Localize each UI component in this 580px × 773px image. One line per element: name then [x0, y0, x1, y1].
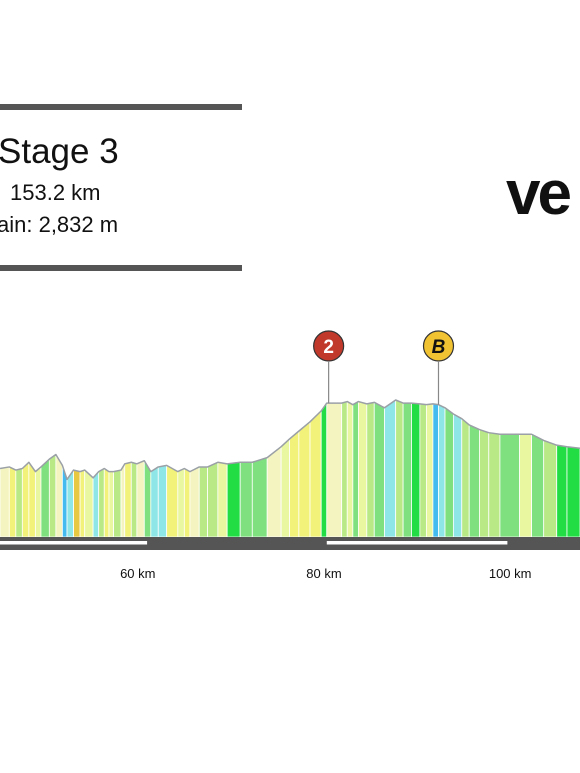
climb-marker-label: 2 [323, 337, 334, 358]
profile-segment [402, 402, 412, 538]
profile-segment [79, 469, 86, 538]
profile-segment [48, 453, 57, 538]
x-tick-label: 80 km [306, 566, 341, 581]
profile-segment [113, 469, 122, 538]
profile-segment [166, 464, 179, 538]
profile-segment [468, 424, 480, 538]
profile-segment [352, 400, 359, 538]
profile-segment [444, 406, 454, 538]
profile-segment [419, 403, 427, 538]
profile-segment [425, 403, 434, 538]
climb-marker-badge [313, 330, 345, 362]
profile-segment [239, 461, 253, 538]
profile-segment [566, 446, 580, 538]
profile-segment [124, 461, 132, 538]
profile-segment [326, 402, 343, 538]
profile-segment [488, 432, 501, 538]
profile-segment [395, 399, 404, 538]
profile-segment [226, 461, 241, 538]
x-axis-ticks: 60 km 80 km 100 km [120, 566, 531, 581]
profile-segment [531, 433, 545, 538]
profile-segment [108, 471, 114, 538]
segment-bar [0, 541, 148, 545]
stage-distance: 153.2 km [10, 180, 101, 205]
profile-segment [499, 433, 520, 538]
profile-segment [0, 466, 10, 538]
profile-segment [143, 459, 152, 538]
stage-title: Stage 3 [0, 132, 119, 171]
profile-segment [34, 466, 42, 538]
profile-segment [298, 420, 311, 538]
brand-logo: ve [506, 159, 572, 228]
profile-segment [384, 399, 397, 538]
profile-segment [73, 469, 81, 538]
profile-segment [411, 402, 421, 538]
profile-segment [461, 417, 470, 538]
x-tick-label: 100 km [489, 566, 532, 581]
header-bottom-rule [0, 265, 242, 271]
profile-segment [217, 461, 228, 538]
segment-bar [326, 541, 508, 545]
profile-segment [15, 467, 23, 538]
profile-segment [136, 460, 145, 538]
profile-segment [519, 433, 532, 538]
bonus-marker-badge [422, 330, 455, 362]
profile-segment [289, 430, 300, 538]
profile-segment [150, 466, 159, 538]
segment-bars [0, 541, 508, 545]
profile-segment [358, 401, 368, 538]
profile-segment [103, 467, 110, 538]
profile-segment [98, 467, 105, 538]
profile-segment [309, 409, 322, 538]
profile-outline [0, 399, 580, 481]
profile-segment [183, 467, 191, 538]
profile-segment [92, 470, 100, 538]
profile-segment [66, 468, 74, 538]
profile-segment [266, 445, 282, 538]
profile-segment [40, 458, 50, 538]
profile-segment [198, 466, 209, 538]
profile-segments [0, 399, 580, 538]
bonus-marker-label: B [432, 337, 446, 358]
profile-segment [479, 429, 490, 538]
profile-segment [120, 462, 126, 538]
profile-segment [280, 438, 290, 538]
profile-segment [346, 400, 354, 538]
profile-segment [28, 461, 36, 538]
profile-segment [373, 401, 385, 538]
profile-segment [8, 466, 17, 538]
profile-base-bar [0, 537, 580, 550]
profile-segment [320, 401, 328, 538]
profile-segment [207, 461, 219, 538]
profile-segment [157, 464, 168, 538]
profile-segment [556, 444, 568, 538]
profile-segment [341, 401, 348, 538]
stage-elevation-gain: ain: 2,832 m [0, 212, 119, 237]
profile-segment [130, 461, 138, 538]
profile-segment [543, 439, 558, 538]
profile-segment [21, 461, 30, 538]
profile-segment [251, 457, 268, 538]
profile-segment [84, 469, 94, 538]
profile-segment [452, 413, 463, 538]
profile-segment [55, 453, 63, 538]
profile-segment [438, 404, 446, 538]
profile-segment [366, 401, 375, 538]
header-top-rule [0, 104, 242, 110]
profile-segment [189, 466, 200, 538]
x-tick-label: 60 km [120, 566, 155, 581]
profile-segment [432, 403, 439, 538]
profile-segment [177, 467, 185, 538]
